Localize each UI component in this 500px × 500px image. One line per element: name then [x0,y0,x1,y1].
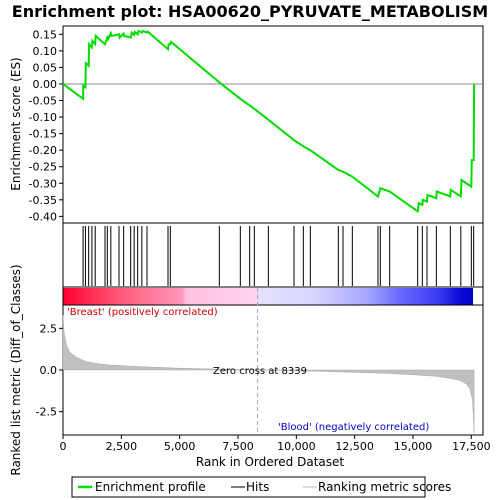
metric-layer [62,288,475,435]
x-axis-label: Rank in Ordered Dataset [196,455,344,469]
es-y-tick-label: 0.10 [33,45,58,58]
ranking-metric-area [62,314,475,434]
es-y-tick-label: -0.05 [29,94,57,107]
metric-y-axis-label: Ranked list metric (Diff_of_Classes) [9,264,23,475]
x-tick-label: 2,500 [106,440,138,453]
zero-cross-label: Zero cross at 8339 [213,366,307,377]
x-axis-ticks: 0 2,500 5,000 7,500 10,000 12,500 15,000 17,500 [60,435,491,453]
x-tick-label: 0 [60,440,67,453]
es-y-tick-label: -0.25 [29,161,57,174]
x-tick-label: 10,000 [277,440,316,453]
es-curve-layer [62,29,483,214]
legend-label: Hits [246,480,269,494]
es-y-tick-label: 0.15 [33,28,58,41]
es-y-tick-label: -0.40 [29,210,57,223]
legend-box [71,476,426,498]
legend: Enrichment profile Hits Ranking metric sco… [78,480,451,494]
es-y-tick-label: 0.05 [33,61,58,74]
x-tick-label: 7,500 [222,440,254,453]
es-y-axis-label: Enrichment score (ES) [9,57,23,190]
enrichment-profile-line [62,29,476,214]
es-y-tick-label: 0.00 [33,78,58,91]
metric-y-tick-label: 2.5 [40,322,58,335]
x-tick-label: 15,000 [394,440,433,453]
ranked-list-color-bar [63,288,473,305]
positive-class-label: 'Breast' (positively correlated) [67,307,218,318]
metric-y-tick-label: 0.0 [40,364,58,377]
es-y-tick-label: -0.10 [29,111,57,124]
es-y-axis-ticks: 0.15 0.10 0.05 0.00 -0.05 -0.10 -0.15 -0.20 -0.2… [29,28,63,223]
hits-panel-frame [62,222,484,288]
metric-y-axis-ticks: 2.5 0.0 -2.5 [36,322,63,419]
x-tick-label: 17,500 [452,440,491,453]
es-y-tick-label: -0.15 [29,128,57,141]
hits-layer [82,226,475,286]
legend-label: Ranking metric scores [318,480,451,494]
x-tick-label: 5,000 [164,440,196,453]
es-y-tick-label: -0.20 [29,144,57,157]
es-y-tick-label: -0.35 [29,194,57,207]
chart-title: Enrichment plot: HSA00620_PYRUVATE_METAB… [12,2,488,21]
legend-label: Enrichment profile [95,480,206,494]
negative-class-label: 'Blood' (negatively correlated) [278,422,429,433]
es-y-tick-label: -0.30 [29,177,57,190]
metric-y-tick-label: -2.5 [36,406,57,419]
x-tick-label: 12,500 [335,440,374,453]
